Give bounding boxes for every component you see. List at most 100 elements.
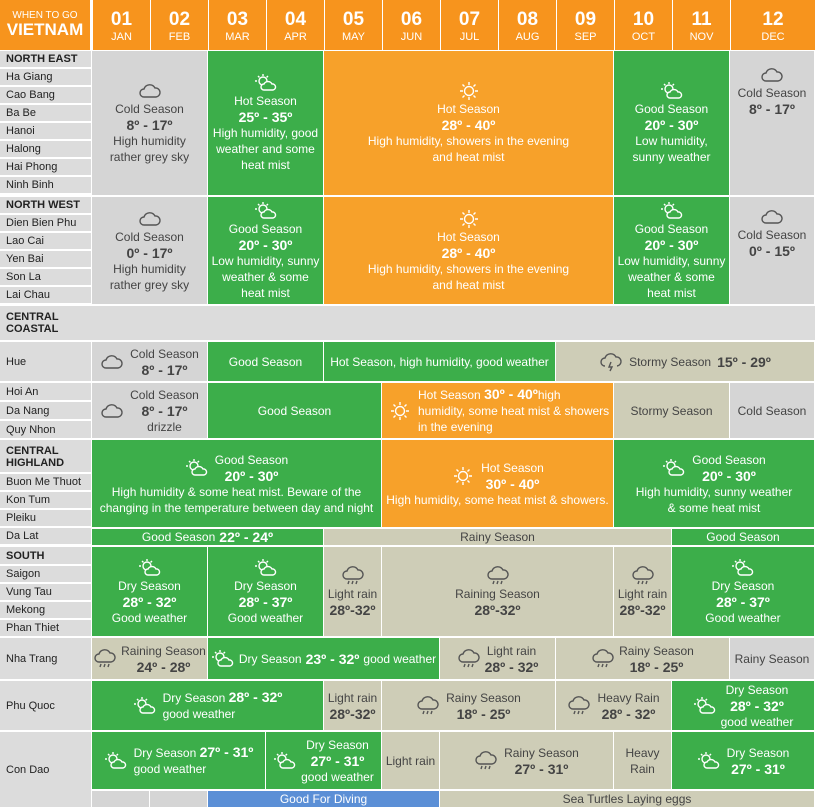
month-number: 08 <box>516 9 539 30</box>
place-dien-bien-phu: Dien Bien Phu <box>0 215 91 232</box>
season-label: Light rain <box>486 643 537 658</box>
temp-range: 28º - 32º <box>730 697 784 714</box>
season-label: Hot Season <box>418 388 481 402</box>
temp-range: 8º - 17º <box>141 402 188 419</box>
season-desc: good weather <box>162 707 236 721</box>
hoian-hot-season: Hot Season 30º - 40ºhigh humidity, some h… <box>382 383 614 439</box>
cloud-icon <box>100 401 124 421</box>
temp-range: 27º - 31º <box>310 752 365 769</box>
season-desc: High humidity <box>113 134 186 148</box>
rain-cloud-icon <box>93 648 117 669</box>
month-number: 09 <box>574 9 597 30</box>
season-desc: high <box>537 388 561 402</box>
month-header-sep: 09 SEP <box>556 0 614 50</box>
season-label: Rainy Season <box>504 745 579 760</box>
rain-cloud-icon <box>567 695 591 716</box>
temp-range: 8º - 17º <box>141 361 188 378</box>
temp-range: 28º - 40º <box>441 117 496 133</box>
region-title-central-highland: CENTRAL HIGHLAND <box>0 440 91 473</box>
region-title-central-coastal: CENTRAL COASTAL <box>0 306 815 341</box>
place-buon-me-thuot: Buon Me Thuot <box>0 474 91 491</box>
month-header-nov: 11 NOV <box>672 0 730 50</box>
temp-range: 28º - 32º <box>484 658 539 675</box>
month-header-apr: 04 APR <box>266 0 324 50</box>
month-header-may: 05 MAY <box>324 0 382 50</box>
season-label: Raining Season <box>455 586 540 601</box>
temp-range: 28º-32º <box>329 705 376 722</box>
region-title-north-west: NORTH WEST <box>0 197 91 214</box>
place-ba-be: Ba Be <box>0 105 91 122</box>
place-pleiku: Pleiku <box>0 510 91 527</box>
season-label: Cold Season <box>737 228 807 242</box>
season-label: Hot Season <box>437 102 500 116</box>
season-desc: good weather <box>301 769 374 784</box>
season-desc: & some heat mist <box>667 500 761 515</box>
temp-range: 27º - 31º <box>199 744 254 760</box>
south-light-rain-2: Light rain 28º-32º <box>614 547 672 637</box>
hue-hot-season: Hot Season, high humidity, good weather <box>324 342 556 382</box>
sun-cloud-icon <box>273 751 297 771</box>
season-desc: Good weather <box>227 610 304 625</box>
month-number: 04 <box>284 9 307 30</box>
temp-range: 23º - 32º <box>305 650 360 667</box>
season-label: Good Season <box>634 221 709 236</box>
season-label: Good Season <box>634 102 709 116</box>
nw-cold-season-2: Cold Season 0º - 15º <box>730 197 815 305</box>
month-number: 10 <box>632 9 655 30</box>
nhatrang-raining-season: Raining Season 24º - 28º <box>92 638 208 680</box>
month-number: 05 <box>342 9 365 30</box>
season-label: Cold Season <box>130 387 199 402</box>
hoian-stormy-season: Stormy Season <box>614 383 730 439</box>
sun-cloud-icon <box>254 73 278 93</box>
month-number: 03 <box>226 9 249 30</box>
month-header-aug: 08 AUG <box>498 0 556 50</box>
season-label: Dry Season <box>234 578 297 593</box>
sun-cloud-icon <box>660 81 684 101</box>
season-desc: High humidity, some heat mist & showers. <box>386 492 609 507</box>
season-desc: in the evening <box>418 420 493 434</box>
season-desc: rather grey sky <box>109 150 190 164</box>
season-desc: heat mist <box>241 158 290 172</box>
season-label: Cold Season <box>130 346 199 361</box>
brand-logo: WHEN TO GO VIETNAM <box>0 0 91 50</box>
month-number: 07 <box>458 9 481 30</box>
season-label: Good Season <box>228 221 303 236</box>
place-halong: Halong <box>0 141 91 158</box>
season-desc: Low humidity, <box>635 134 708 148</box>
month-name: NOV <box>689 31 714 43</box>
sea-turtles-bar: Sea Turtles Laying eggs <box>440 791 815 808</box>
season-label: Dry Season <box>238 651 302 666</box>
temp-range: 28º - 32º <box>122 593 177 610</box>
place-nha-trang: Nha Trang <box>0 638 91 680</box>
season-label: Good Season <box>214 452 289 467</box>
month-name: SEP <box>574 31 597 43</box>
place-ninh-binh: Ninh Binh <box>0 177 91 194</box>
rain-cloud-icon <box>457 648 481 669</box>
season-desc: good weather <box>363 651 437 666</box>
nhatrang-dry-season: Dry Season 23º - 32º good weather <box>208 638 440 680</box>
season-desc: drizzle <box>147 419 182 434</box>
temp-range: 20º - 30º <box>644 236 699 253</box>
season-desc: and heat mist <box>432 150 505 164</box>
season-desc: good weather <box>133 762 207 776</box>
season-label: Rainy Season <box>446 690 521 705</box>
brand-line2: VIETNAM <box>6 20 84 39</box>
nw-good-season-2: Good Season 20º - 30º Low humidity, sunn… <box>614 197 730 305</box>
south-dry-season-2: Dry Season 28º - 37º Good weather <box>208 547 324 637</box>
month-header-feb: 02 FEB <box>150 0 208 50</box>
condao-rainy-season: Rainy Season 27º - 31º <box>440 732 614 790</box>
place-cao-bang: Cao Bang <box>0 87 91 104</box>
temp-range: 25º - 35º <box>238 109 293 125</box>
phuquoc-heavy-rain: Heavy Rain 28º - 32º <box>556 681 672 731</box>
dalat-rainy-season: Rainy Season <box>324 529 672 546</box>
month-name: JUN <box>400 31 423 43</box>
hue-cold-season: Cold Season 8º - 17º <box>92 342 208 382</box>
rain-cloud-icon <box>341 565 365 586</box>
sun-cloud-icon <box>185 458 209 478</box>
place-hanoi: Hanoi <box>0 123 91 140</box>
hue-stormy-season: Stormy Season 15º - 29º <box>556 342 815 382</box>
place-yen-bai: Yen Bai <box>0 251 91 268</box>
sun-cloud-icon <box>211 649 235 669</box>
season-desc: humidity, some heat mist & showers <box>418 404 610 418</box>
place-saigon: Saigon <box>0 566 91 583</box>
